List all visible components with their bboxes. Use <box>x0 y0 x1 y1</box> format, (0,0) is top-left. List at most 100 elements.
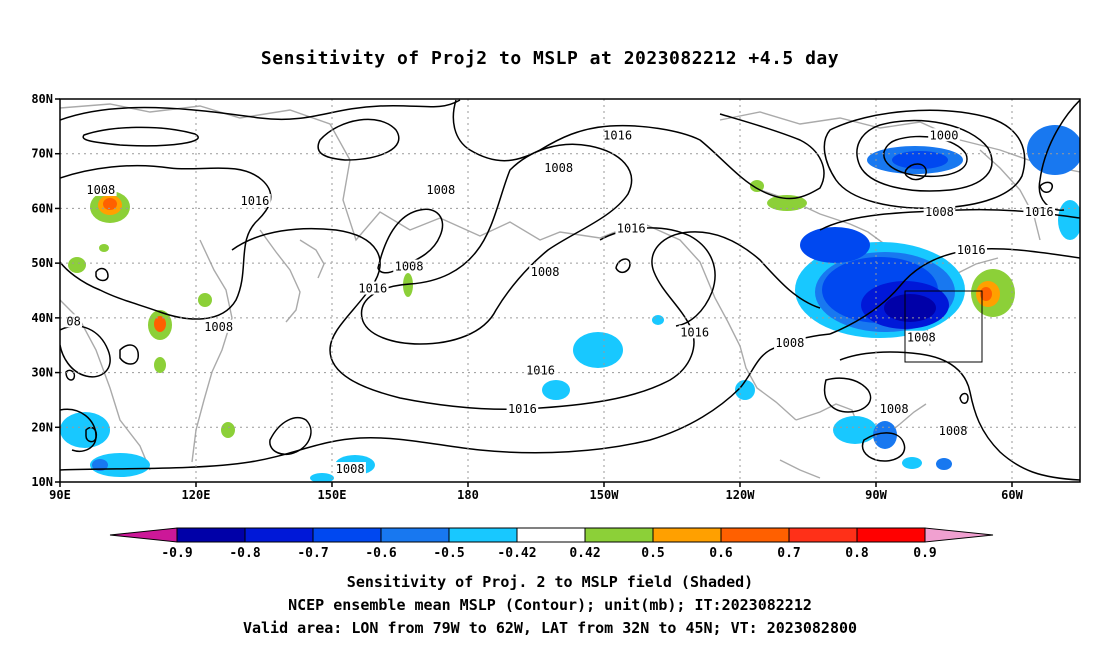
contour-label: 1016 <box>508 402 537 416</box>
x-tick-label: 150W <box>590 488 620 502</box>
contour-label: 1008 <box>86 183 115 197</box>
contour-label: 1008 <box>336 462 365 476</box>
colorbar-swatch <box>244 527 314 543</box>
pos-blob-green-3 <box>198 293 212 307</box>
neg-blob-arctic-inner <box>892 151 948 169</box>
contour-label: 1016 <box>1025 205 1054 219</box>
map-plot-area: 1016 1008 1000 1008 1016 1008 1016 1008 1016 1016… <box>60 99 1080 482</box>
contour-label: 1016 <box>680 325 709 339</box>
pos-blob-china-inner <box>154 316 166 332</box>
y-axis: 80N 70N 60N 50N 40N 30N 20N 10N <box>31 92 60 489</box>
contour-label: 08 <box>66 314 80 328</box>
contour-label: 1008 <box>939 424 968 438</box>
x-tick-label: 150E <box>318 488 347 502</box>
colorbar-extend-high <box>924 527 994 543</box>
pos-blob-green-7 <box>767 195 807 211</box>
neg-blob-pacific <box>573 332 623 368</box>
colorbar-label: -0.7 <box>297 546 328 561</box>
neg-blob-caribbean-3 <box>902 457 922 469</box>
map-frame <box>59 98 1081 483</box>
colorbar-swatch <box>720 527 790 543</box>
x-tick-label: 180 <box>457 488 479 502</box>
valid-area-box <box>904 290 983 363</box>
contour-label-bg <box>678 325 711 339</box>
contour-label: 1016 <box>617 221 646 235</box>
colorbar-swatch <box>176 527 246 543</box>
contour-label-bg <box>506 401 539 415</box>
contour-label-bg <box>65 314 82 328</box>
contour-label-bg <box>425 183 457 197</box>
contour-label: 1016 <box>240 194 269 208</box>
contour-label: 1016 <box>603 128 632 142</box>
y-tick-label: 80N <box>31 92 53 106</box>
neg-blob-indochina-3 <box>92 459 108 471</box>
sensitivity-shading <box>60 125 1080 482</box>
colorbar-swatch <box>312 527 382 543</box>
neg-blob-caribbean-4 <box>936 458 952 470</box>
pos-blob-green-4 <box>154 357 166 373</box>
contour-label-bg <box>601 128 634 142</box>
contour-label-bg <box>334 462 366 476</box>
colorbar-swatch <box>584 527 654 543</box>
neg-blob-hudson <box>800 227 870 263</box>
contour-label: 1016 <box>957 243 986 257</box>
colorbar-label: -0.9 <box>161 546 192 561</box>
contour-label-bg <box>928 128 960 142</box>
pos-blob-green-8 <box>750 180 764 192</box>
colorbar-label: -0.5 <box>433 546 464 561</box>
y-tick-label: 50N <box>31 256 53 270</box>
colorbar-swatch <box>516 527 586 543</box>
caption-valid-area: Valid area: LON from 79W to 62W, LAT fro… <box>242 619 858 637</box>
x-tick-label: 90W <box>865 488 887 502</box>
y-tick-label: 40N <box>31 311 53 325</box>
pos-blob-newengland-07 <box>980 287 992 301</box>
pos-blob-green-2 <box>99 244 109 252</box>
y-tick-label: 70N <box>31 147 53 161</box>
colorbar-label: -0.6 <box>365 546 396 561</box>
contour-labels: 1016 1008 1000 1008 1016 1008 1016 1008 1016 1016… <box>65 128 1055 476</box>
colorbar-swatch <box>788 527 858 543</box>
colorbar-label: 0.7 <box>777 546 800 561</box>
colorbar-swatch <box>856 527 926 543</box>
contour-label-bg <box>202 319 235 333</box>
contour-label: 1000 <box>930 128 959 142</box>
contour-label-bg <box>357 281 389 295</box>
contour-label: 1008 <box>775 336 804 350</box>
contour-label-bg <box>774 336 806 350</box>
chart-title: Sensitivity of Proj2 to MSLP at 20230822… <box>260 48 840 69</box>
y-tick-label: 60N <box>31 201 53 215</box>
contour-label-bg <box>85 183 117 197</box>
colorbar-label: -0.42 <box>497 546 536 561</box>
contour-label-bg <box>239 193 271 207</box>
contour-label-bg <box>878 401 910 415</box>
x-tick-label: 120E <box>182 488 211 502</box>
colorbar-label: 0.6 <box>709 546 733 561</box>
neg-blob-greatlakes-09 <box>884 294 936 322</box>
contour-label: 1008 <box>907 331 936 345</box>
colorbar-label: -0.8 <box>229 546 260 561</box>
contour-label: 1008 <box>426 183 455 197</box>
contour-label-bg <box>393 259 425 273</box>
contour-label: 1008 <box>204 320 233 334</box>
gridlines <box>60 99 1080 482</box>
x-tick-label: 60W <box>1001 488 1023 502</box>
pos-blob-green-1 <box>68 257 86 273</box>
neg-blob-ne-greenland <box>1027 125 1080 175</box>
pos-blob-green-5 <box>221 422 235 438</box>
neg-blob-caribbean-2 <box>873 421 897 449</box>
colorbar-swatch <box>652 527 722 543</box>
pos-blob-green-6 <box>403 273 413 297</box>
y-tick-label: 30N <box>31 366 53 380</box>
colorbar-swatch <box>448 527 518 543</box>
pos-blob-tibet-07 <box>103 198 117 210</box>
contour-label-bg <box>542 161 575 175</box>
contour-label-bg <box>905 330 938 344</box>
y-tick-label: 20N <box>31 420 53 434</box>
neg-blob-pacific-3 <box>652 315 664 325</box>
contour-label: 1008 <box>531 265 560 279</box>
x-tick-label: 90E <box>49 488 71 502</box>
caption-contour: NCEP ensemble mean MSLP (Contour); unit(… <box>288 596 812 614</box>
neg-blob-ne-greenland-2 <box>1058 200 1080 240</box>
contour-label-bg <box>1023 204 1055 218</box>
